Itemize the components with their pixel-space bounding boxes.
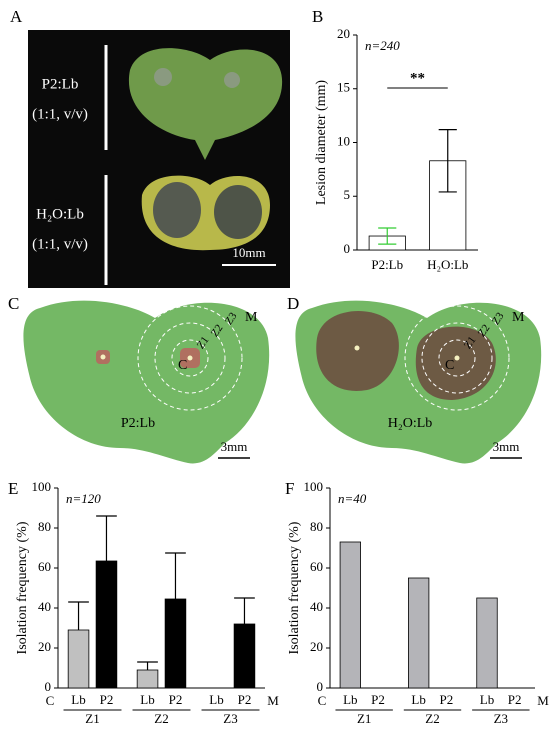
bar <box>476 597 498 689</box>
zone-ring <box>137 305 243 411</box>
y-tick-label: 0 <box>317 679 324 694</box>
x-tick-label: H₂O:Lb <box>427 257 468 272</box>
lesion <box>153 182 201 238</box>
y-tick-label: 60 <box>310 559 323 574</box>
x-end-label: M <box>537 693 549 708</box>
zone-ring <box>438 339 476 377</box>
zone-label: Z1 <box>462 334 479 351</box>
series-label: P2 <box>371 692 385 707</box>
bar <box>67 629 90 689</box>
inoculation-site <box>224 72 240 88</box>
inoculation-site <box>154 68 172 86</box>
x-tick-label: Z1 <box>357 711 371 726</box>
scale-label: 3mm <box>221 439 248 454</box>
y-tick-label: 0 <box>344 241 351 256</box>
series-label: P2 <box>508 692 522 707</box>
x-tick-label: Z1 <box>85 711 99 726</box>
y-tick-label: 80 <box>38 519 51 534</box>
y-tick-label: 20 <box>337 26 350 41</box>
annotation: n=240 <box>365 38 400 53</box>
bar <box>408 577 430 689</box>
bar <box>164 598 187 689</box>
y-axis-label: Isolation frequency (%) <box>15 521 30 654</box>
bar <box>233 623 256 689</box>
zone-ring <box>154 322 226 394</box>
series-label: Lb <box>209 692 223 707</box>
x-tick-label: Z3 <box>223 711 237 726</box>
panel-letter: A <box>10 7 23 26</box>
series-label: Lb <box>140 692 154 707</box>
site <box>454 355 460 361</box>
scale-label: 3mm <box>493 439 520 454</box>
lesion <box>316 311 399 391</box>
series-label: Lb <box>343 692 357 707</box>
significance: ** <box>410 70 425 86</box>
series-label: P2 <box>169 692 183 707</box>
y-tick-label: 100 <box>304 479 324 494</box>
leaf-shape <box>23 300 270 464</box>
group-label: H₂O:Lb <box>388 416 433 431</box>
y-tick-label: 15 <box>337 80 350 95</box>
site <box>354 345 360 351</box>
y-tick-label: 20 <box>38 639 51 654</box>
annotation: n=120 <box>66 491 101 506</box>
panel-letter: C <box>8 294 19 313</box>
x-tick-label: Z3 <box>494 711 508 726</box>
bar <box>136 669 159 689</box>
y-tick-label: 80 <box>310 519 323 534</box>
center-label: C <box>178 358 187 373</box>
y-tick-label: 60 <box>38 559 51 574</box>
label: P2:Lb <box>42 76 79 92</box>
y-axis-label: Lesion diameter (mm) <box>314 80 329 206</box>
zone-label: Z2 <box>476 322 493 339</box>
bar <box>95 560 118 689</box>
group-label: P2:Lb <box>121 416 155 431</box>
margin-label: M <box>245 310 258 325</box>
x-tick-label: Z2 <box>425 711 439 726</box>
y-tick-label: 40 <box>310 599 323 614</box>
lesion <box>415 326 496 400</box>
series-label: Lb <box>71 692 85 707</box>
site <box>100 354 106 360</box>
scale-label: 10mm <box>232 245 265 260</box>
panel-letter: F <box>285 479 294 498</box>
x-tick-label: P2:Lb <box>371 257 403 272</box>
x-tick-label: Z2 <box>154 711 168 726</box>
series-label: P2 <box>100 692 114 707</box>
margin-label: M <box>512 310 525 325</box>
panel-letter: E <box>8 479 18 498</box>
zone-ring <box>421 322 493 394</box>
site <box>187 355 193 361</box>
panel-letter: D <box>287 294 299 313</box>
y-tick-label: 0 <box>45 679 52 694</box>
label: H₂O:Lb <box>36 206 84 222</box>
x-start-label: C <box>318 693 327 708</box>
lesion <box>214 185 262 239</box>
series-label: Lb <box>411 692 425 707</box>
label: (1:1, v/v) <box>32 236 88 252</box>
zone-ring <box>171 339 209 377</box>
y-axis-label: Isolation frequency (%) <box>287 521 302 654</box>
y-tick-label: 20 <box>310 639 323 654</box>
zone-label: Z2 <box>209 322 226 339</box>
zone-ring <box>404 305 510 411</box>
x-start-label: C <box>46 693 55 708</box>
y-tick-label: 10 <box>337 133 350 148</box>
bar <box>339 541 361 689</box>
y-tick-label: 40 <box>38 599 51 614</box>
y-tick-label: 5 <box>344 187 351 202</box>
center-label: C <box>445 358 454 373</box>
series-label: P2 <box>238 692 252 707</box>
panel-letter: B <box>312 7 323 26</box>
x-end-label: M <box>267 693 279 708</box>
series-label: P2 <box>439 692 453 707</box>
annotation: n=40 <box>338 491 367 506</box>
series-label: Lb <box>480 692 494 707</box>
y-tick-label: 100 <box>32 479 52 494</box>
zone-label: Z1 <box>195 334 212 351</box>
label: (1:1, v/v) <box>32 106 88 122</box>
